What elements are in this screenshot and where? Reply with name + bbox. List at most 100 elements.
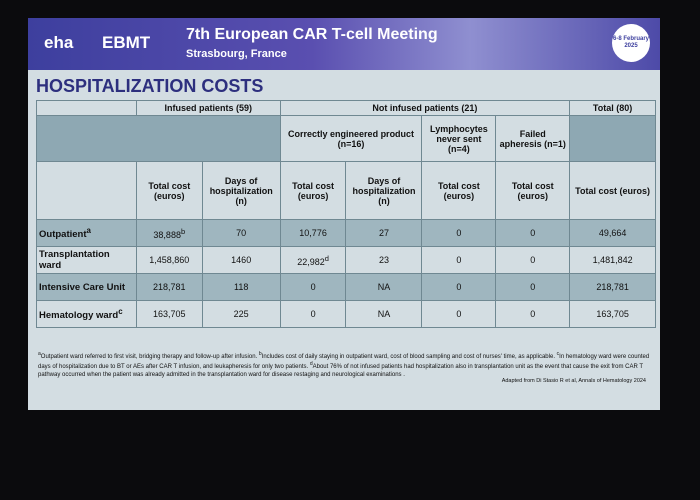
slide-title: HOSPITALIZATION COSTS bbox=[36, 76, 264, 96]
cell: 218,781 bbox=[569, 273, 656, 301]
cell: 0 bbox=[495, 246, 571, 274]
cell-text: 0 bbox=[456, 282, 462, 292]
cell-text: 0 bbox=[456, 228, 462, 238]
cell-text: 1460 bbox=[231, 255, 252, 265]
column-header: Total cost (euros) bbox=[135, 161, 203, 220]
blank bbox=[36, 115, 281, 162]
blank bbox=[36, 161, 137, 220]
cell: 38,888b bbox=[135, 219, 203, 247]
meeting-title: 7th European CAR T-cell Meeting bbox=[186, 26, 438, 43]
footnote-mark: b bbox=[258, 351, 262, 357]
cell-text: 38,888 bbox=[153, 229, 181, 240]
cell: 27 bbox=[345, 219, 423, 247]
blank bbox=[569, 115, 656, 162]
row-label: Intensive Care Unit bbox=[36, 273, 137, 301]
slide: eha EBMT 7th European CAR T-cell Meeting… bbox=[28, 18, 660, 410]
cell-text: 23 bbox=[378, 255, 389, 265]
row-label-text: Transplantation ward bbox=[39, 249, 110, 271]
cell: 163,705 bbox=[135, 300, 203, 328]
cell: 0 bbox=[279, 300, 347, 328]
subgroup-header: Lymphocytes never sent (n=4) bbox=[421, 115, 497, 162]
cell: 10,776 bbox=[279, 219, 347, 247]
cell: NA bbox=[345, 300, 423, 328]
cell-text: 0 bbox=[456, 309, 462, 319]
cell-text: 1,458,860 bbox=[149, 255, 190, 265]
cell-text: 163,705 bbox=[596, 309, 629, 319]
column-row: Total cost (euros) Days of hospitalizatio… bbox=[36, 161, 656, 220]
banner: eha EBMT 7th European CAR T-cell Meeting… bbox=[28, 18, 660, 70]
row-label: Outpatienta bbox=[36, 219, 137, 247]
cell: 0 bbox=[279, 273, 347, 301]
cost-table: Infused patients (59) Not infused patien… bbox=[36, 100, 656, 328]
data-row: Transplantation ward 1,458,860 1460 22,982d… bbox=[36, 246, 656, 274]
group-header: Infused patients (59) bbox=[135, 100, 281, 116]
cell-text: 1,481,842 bbox=[592, 255, 633, 265]
cell: 1,458,860 bbox=[135, 246, 203, 274]
cell-text: 0 bbox=[530, 255, 536, 265]
cell: 0 bbox=[421, 219, 497, 247]
cell: 70 bbox=[201, 219, 281, 247]
column-header: Days of hospitalization (n) bbox=[201, 161, 281, 220]
data-row: Hematology wardc 163,705 225 0 NA 0 0 163,705 bbox=[36, 300, 656, 328]
group-header: Total (80) bbox=[569, 100, 656, 116]
group-header: Not infused patients (21) bbox=[279, 100, 571, 116]
row-label: Hematology wardc bbox=[36, 300, 137, 328]
column-header: Total cost (euros) bbox=[421, 161, 497, 220]
source: Adapted from Di Stasio R et al, Annals o… bbox=[501, 378, 646, 384]
cell: 0 bbox=[421, 300, 497, 328]
logo-ebmt: EBMT bbox=[102, 33, 151, 52]
footnote-text: Includes cost of daily staying in outpat… bbox=[261, 354, 557, 360]
cell-text: 49,664 bbox=[598, 228, 627, 238]
cell: 1,481,842 bbox=[569, 246, 656, 274]
subgroup-header: Failed apheresis (n=1) bbox=[495, 115, 571, 162]
cell-text: 225 bbox=[233, 309, 249, 319]
footnote-text: About 76% of not infused patients had ho… bbox=[38, 364, 643, 379]
column-header: Total cost (euros) bbox=[495, 161, 571, 220]
cell-text: 218,781 bbox=[153, 282, 186, 292]
cell-text: 0 bbox=[310, 309, 316, 319]
logo-eha: eha bbox=[44, 33, 74, 52]
row-label-text: Intensive Care Unit bbox=[39, 281, 126, 293]
cell-text: 218,781 bbox=[596, 282, 629, 292]
cell: 0 bbox=[495, 300, 571, 328]
footnote-mark: d bbox=[309, 361, 313, 368]
cell: 0 bbox=[421, 246, 497, 274]
cell-text: 118 bbox=[234, 282, 249, 292]
footnote-mark: d bbox=[324, 253, 329, 263]
cell-text: NA bbox=[377, 282, 391, 292]
cell: 0 bbox=[495, 219, 571, 247]
row-label-text: Outpatient bbox=[39, 229, 87, 241]
column-header: Total cost (euros) bbox=[279, 161, 347, 220]
footnote-text: In hematology ward were counted days of … bbox=[38, 354, 650, 371]
row-label-text: Hematology ward bbox=[39, 310, 119, 322]
cell: NA bbox=[345, 273, 423, 301]
subgroup-header: Correctly engineered product (n=16) bbox=[279, 115, 423, 162]
footnotes: aOutpatient ward referred to first visit… bbox=[38, 351, 650, 379]
cell: 218,781 bbox=[135, 273, 203, 301]
subgroup-row: Correctly engineered product (n=16) Lymp… bbox=[36, 115, 656, 162]
footnote-mark: a bbox=[86, 225, 91, 235]
cell: 0 bbox=[421, 273, 497, 301]
footnote-mark: a bbox=[38, 351, 41, 357]
cell-text: 22,982 bbox=[297, 256, 325, 267]
cell-text: 27 bbox=[378, 228, 389, 238]
footnote-mark: c bbox=[118, 306, 123, 316]
cell: 118 bbox=[201, 273, 281, 301]
cell-text: 163,705 bbox=[153, 309, 186, 319]
cell-text: 10,776 bbox=[299, 228, 327, 238]
footnote-text: Outpatient ward referred to first visit,… bbox=[40, 354, 259, 360]
meeting-location: Strasbourg, France bbox=[186, 48, 287, 60]
cell-text: 0 bbox=[310, 282, 316, 292]
data-row: Intensive Care Unit 218,781 118 0 NA 0 0 218,78… bbox=[36, 273, 656, 301]
data-row: Outpatienta 38,888b 70 10,776 27 0 0 49,664 bbox=[36, 219, 656, 247]
footnote-mark: c bbox=[556, 351, 560, 357]
cell-text: 0 bbox=[530, 309, 536, 319]
footnote-mark: b bbox=[180, 226, 186, 236]
cell-text: 0 bbox=[456, 255, 462, 265]
cell-text: 0 bbox=[530, 228, 536, 238]
date: 6-8 February 2025 bbox=[612, 35, 649, 49]
group-row: Infused patients (59) Not infused patien… bbox=[36, 100, 656, 116]
cell: 23 bbox=[345, 246, 423, 274]
cell: 163,705 bbox=[569, 300, 656, 328]
